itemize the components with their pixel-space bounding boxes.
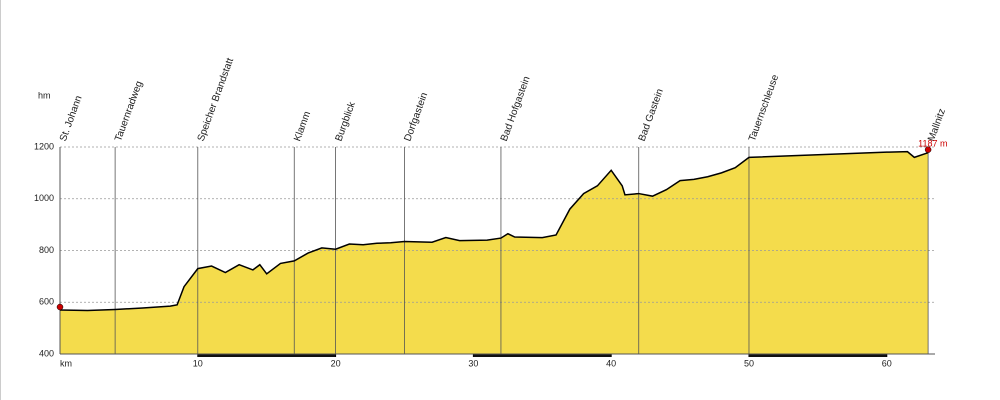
scale-bar [197,354,336,357]
waypoint-label: Bad Hofgastein [499,75,533,143]
x-axis-label: km [60,358,72,368]
y-tick-label: 400 [39,348,54,358]
x-tick-label: 20 [331,358,341,368]
x-tick-label: 40 [606,358,616,368]
waypoint-label: Tauernradweg [113,80,145,143]
y-axis-label: hm [38,90,51,100]
y-tick-label: 600 [39,297,54,307]
x-tick-label: 60 [882,358,892,368]
scale-bar [748,354,887,357]
x-tick-label: 30 [468,358,478,368]
annotation: 1187 m [918,138,947,148]
start-marker [56,303,64,311]
x-tick-label: 50 [744,358,754,368]
area-fill [60,151,929,354]
waypoint-label: Tauernschleuse [747,73,781,143]
y-tick-label: 800 [39,245,54,255]
waypoint-label: Speicher Brandstatt [196,56,236,143]
end-marker [924,146,932,153]
y-tick-label: 1200 [34,141,54,151]
waypoint-label: Klamm [292,110,313,143]
waypoint-label: Burgblick [334,100,359,143]
waypoint-label: Bad Gastein [637,87,666,142]
waypoint-label: St. Johann [58,94,85,143]
scale-bar [473,354,612,357]
x-tick-label: 10 [193,358,203,368]
profile-line [59,150,929,312]
y-tick-label: 1000 [34,193,54,203]
waypoint-label: Dorfgastein [402,91,430,143]
